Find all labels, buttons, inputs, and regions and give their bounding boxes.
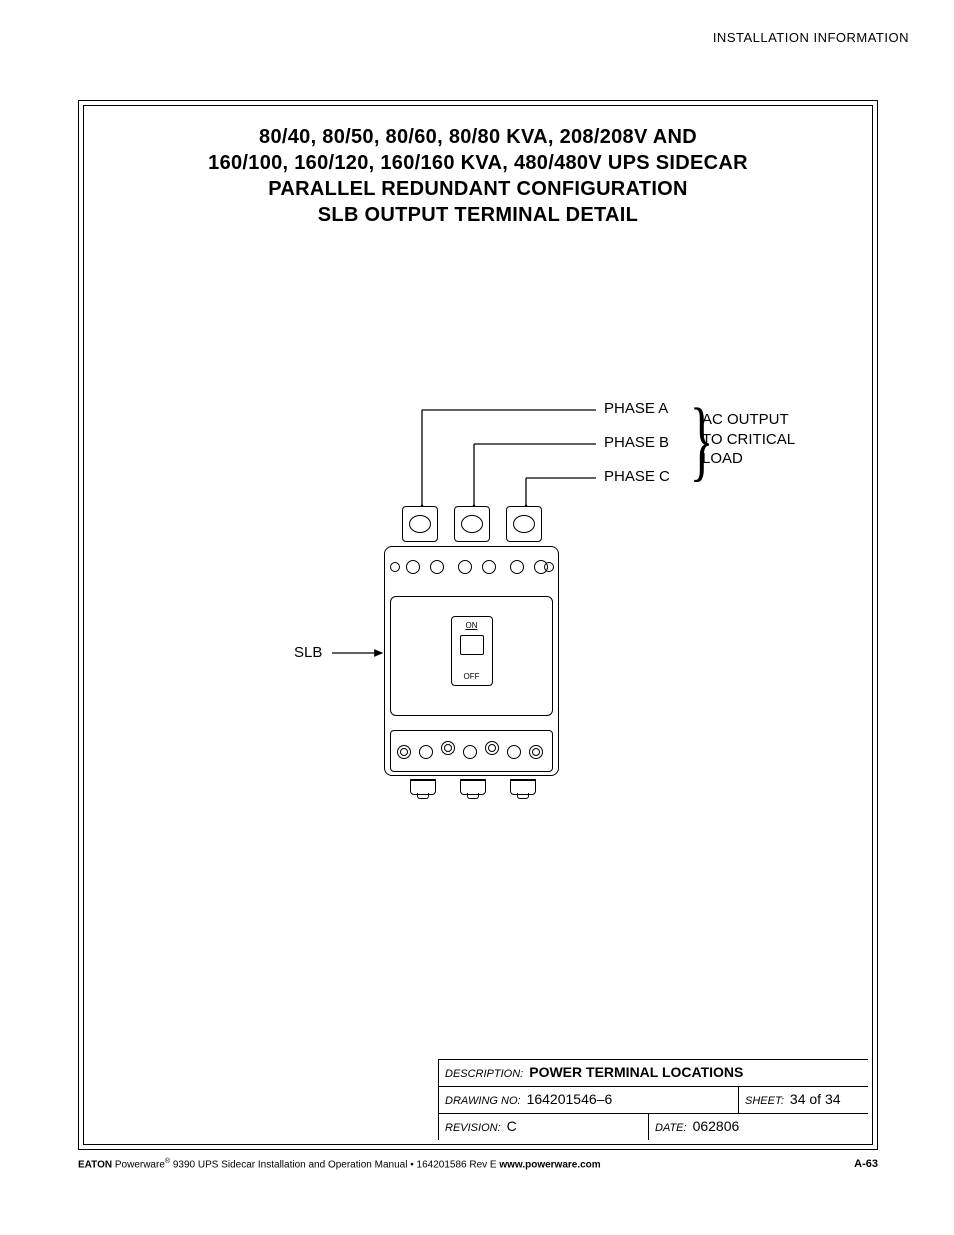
terminal-hole — [441, 741, 455, 755]
slb-breaker: ON OFF — [384, 496, 559, 806]
title-line-1: 80/40, 80/50, 80/60, 80/80 KVA, 208/208V… — [84, 124, 872, 150]
footer-bullet-icon: • — [410, 1159, 414, 1170]
ac-output-l3: LOAD — [702, 449, 795, 469]
mount-hole — [544, 562, 554, 572]
desc-value: POWER TERMINAL LOCATIONS — [529, 1064, 743, 1080]
bottom-lug — [510, 779, 536, 795]
terminal-hole — [397, 745, 411, 759]
phase-c-label: PHASE C — [604, 468, 670, 485]
ac-output-l1: AC OUTPUT — [702, 410, 795, 430]
title-line-4: SLB OUTPUT TERMINAL DETAIL — [84, 202, 872, 228]
breaker-switch: ON OFF — [451, 616, 493, 686]
date-label: DATE: — [655, 1122, 687, 1134]
lug-phase-c — [506, 506, 542, 542]
terminal-hole — [529, 745, 543, 759]
drawingno-value: 164201546–6 — [527, 1091, 613, 1107]
switch-on-label: ON — [452, 621, 492, 630]
mount-hole — [510, 560, 524, 574]
slb-label: SLB — [294, 644, 322, 661]
title-line-3: PARALLEL REDUNDANT CONFIGURATION — [84, 176, 872, 202]
ac-output-l2: TO CRITICAL — [702, 430, 795, 450]
title-line-2: 160/100, 160/120, 160/160 KVA, 480/480V … — [84, 150, 872, 176]
footer-text: EATON Powerware® 9390 UPS Sidecar Instal… — [78, 1158, 601, 1170]
phase-a-label: PHASE A — [604, 400, 668, 417]
lug-phase-b — [454, 506, 490, 542]
ac-output-label: AC OUTPUT TO CRITICAL LOAD — [702, 410, 795, 469]
desc-label: DESCRIPTION: — [445, 1068, 523, 1080]
mount-hole — [458, 560, 472, 574]
footer-manual: 9390 UPS Sidecar Installation and Operat… — [170, 1159, 410, 1170]
bottom-lug — [460, 779, 486, 795]
drawing-title: 80/40, 80/50, 80/60, 80/80 KVA, 208/208V… — [84, 124, 872, 228]
slb-terminal-diagram: SLB PHASE A PHASE B PHASE C } AC OUTPUT … — [84, 386, 872, 886]
footer-url: www.powerware.com — [499, 1159, 600, 1170]
sheet-label: SHEET: — [745, 1095, 784, 1107]
lug-phase-a — [402, 506, 438, 542]
drawing-title-block: DESCRIPTION: POWER TERMINAL LOCATIONS DR… — [438, 1059, 868, 1140]
drawing-inner-frame: 80/40, 80/50, 80/60, 80/80 KVA, 208/208V… — [83, 105, 873, 1145]
mount-hole — [482, 560, 496, 574]
sheet-value: 34 of 34 — [790, 1091, 841, 1107]
page-number: A-63 — [854, 1158, 878, 1170]
section-header: INSTALLATION INFORMATION — [713, 30, 909, 45]
footer-docnum: 164201586 Rev E — [417, 1159, 500, 1170]
terminal-hole — [419, 745, 433, 759]
date-value: 062806 — [693, 1118, 740, 1134]
terminal-hole — [463, 745, 477, 759]
bottom-terminal-strip — [390, 730, 553, 772]
footer-product: Powerware — [115, 1159, 165, 1170]
switch-off-label: OFF — [452, 672, 492, 681]
drawing-outer-frame: 80/40, 80/50, 80/60, 80/80 KVA, 208/208V… — [78, 100, 878, 1150]
phase-b-label: PHASE B — [604, 434, 669, 451]
page-footer: EATON Powerware® 9390 UPS Sidecar Instal… — [78, 1158, 878, 1170]
drawingno-label: DRAWING NO: — [445, 1095, 521, 1107]
footer-brand: EATON — [78, 1159, 112, 1170]
rev-label: REVISION: — [445, 1122, 501, 1134]
switch-handle — [460, 635, 484, 655]
mount-hole — [430, 560, 444, 574]
bottom-lug — [410, 779, 436, 795]
terminal-hole — [485, 741, 499, 755]
mount-hole — [390, 562, 400, 572]
terminal-hole — [507, 745, 521, 759]
mount-hole — [406, 560, 420, 574]
rev-value: C — [507, 1118, 517, 1134]
